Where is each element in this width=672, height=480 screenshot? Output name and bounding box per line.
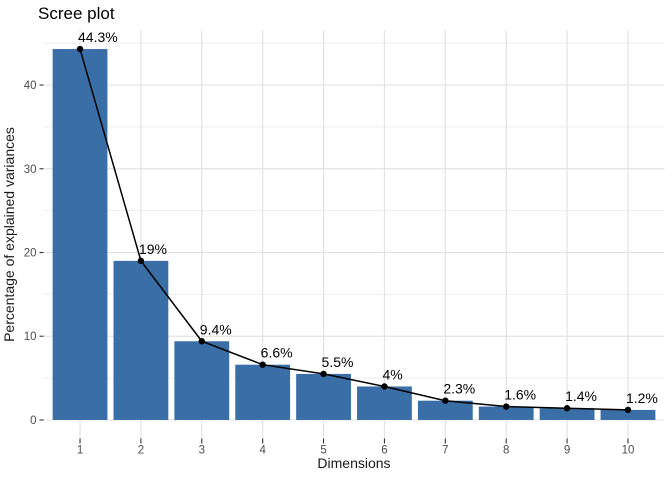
value-label-dimension-6: 4% <box>382 366 402 382</box>
x-tick-label-8: 8 <box>503 445 509 457</box>
x-tick-label-6: 6 <box>381 445 387 457</box>
value-label-dimension-8: 1.6% <box>504 387 536 403</box>
bar-dimension-5 <box>296 373 351 420</box>
bar-dimension-1 <box>52 49 108 420</box>
data-point-dimension-5 <box>320 370 327 378</box>
value-label-dimension-4: 6.6% <box>261 345 293 361</box>
bar-dimension-9 <box>539 408 595 420</box>
bar-layer <box>52 49 656 420</box>
data-point-dimension-4 <box>259 361 266 368</box>
variance-line <box>79 48 628 411</box>
bar-dimension-3 <box>174 341 230 420</box>
x-tick-label-10: 10 <box>622 445 635 457</box>
y-tick-label-30: 30 <box>24 164 37 176</box>
bar-dimension-7 <box>417 400 473 420</box>
data-label-layer: 44.3% 19% 9.4% 6.6% 5.5% 4% 2.3% 1.6% 1.4% 1.2% <box>78 29 658 406</box>
bar-dimension-10 <box>600 409 656 420</box>
y-tick-label-20: 20 <box>24 248 37 260</box>
data-point-dimension-2 <box>137 257 145 265</box>
data-point-dimension-9 <box>563 405 571 412</box>
value-label-dimension-3: 9.4% <box>200 321 232 337</box>
bar-dimension-2 <box>113 260 169 420</box>
data-point-dimension-7 <box>442 397 449 404</box>
y-tick-label-10: 10 <box>24 331 37 343</box>
x-axis-title: Dimensions <box>317 455 390 471</box>
y-axis-title: Percentage of explained variances <box>1 127 17 342</box>
data-point-dimension-10 <box>624 406 632 414</box>
x-tick-label-2: 2 <box>138 445 144 457</box>
data-point-dimension-3 <box>198 338 205 345</box>
x-tick-label-4: 4 <box>259 445 266 457</box>
y-tick-label-0: 0 <box>30 415 36 427</box>
x-tick-label-1: 1 <box>77 445 83 457</box>
bar-dimension-4 <box>235 364 291 420</box>
x-tick-label-5: 5 <box>320 445 326 457</box>
x-tick-label-3: 3 <box>199 445 205 457</box>
value-label-dimension-1: 44.3% <box>78 29 118 45</box>
value-label-dimension-2: 19% <box>139 241 167 257</box>
axis-layer: 1 2 3 4 5 6 7 8 9 10 0 10 20 30 40 <box>24 80 635 456</box>
data-point-dimension-1 <box>76 45 84 53</box>
y-tick-label-40: 40 <box>24 80 37 92</box>
value-label-dimension-10: 1.2% <box>626 390 658 406</box>
data-point-dimension-8 <box>503 403 510 410</box>
x-tick-label-9: 9 <box>564 445 570 457</box>
plot-title: Scree plot <box>38 4 115 23</box>
data-point-dimension-6 <box>381 383 388 390</box>
x-tick-label-7: 7 <box>442 445 448 457</box>
value-label-dimension-5: 5.5% <box>322 354 354 370</box>
value-label-dimension-7: 2.3% <box>443 381 475 397</box>
bar-dimension-6 <box>357 386 412 420</box>
bar-dimension-8 <box>478 406 534 420</box>
value-label-dimension-9: 1.4% <box>565 388 597 404</box>
line-layer <box>76 45 632 414</box>
